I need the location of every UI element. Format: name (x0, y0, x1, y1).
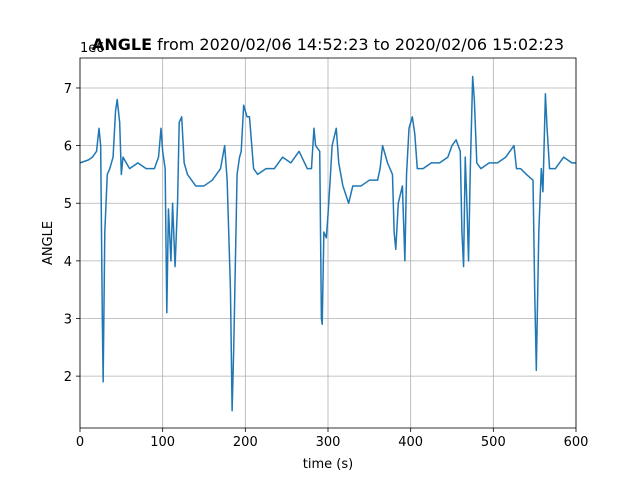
y-tick-label: 5 (64, 197, 72, 212)
y-tick-label: 2 (64, 370, 72, 385)
x-tick-label: 300 (316, 435, 341, 450)
x-tick-label: 0 (76, 435, 84, 450)
y-offset-label: 1e6 (80, 41, 105, 56)
y-tick-label: 6 (64, 140, 72, 155)
y-tick-label: 7 (64, 82, 72, 97)
x-axis-label: time (s) (303, 457, 353, 472)
y-axis-label: ANGLE (41, 221, 56, 265)
x-tick-label: 200 (233, 435, 258, 450)
axes-frame (79, 57, 577, 429)
title-rest: from 2020/02/06 14:52:23 to 2020/02/06 1… (157, 35, 564, 54)
chart-title: ANGLE from 2020/02/06 14:52:23 to 2020/0… (92, 35, 564, 54)
x-tick-label: 500 (481, 435, 506, 450)
plot-area: 0 100 200 300 400 500 600 2 3 4 5 6 7 (64, 57, 589, 450)
title-bold: ANGLE (92, 35, 152, 54)
y-tick-label: 3 (64, 312, 72, 327)
x-tick-label: 600 (564, 435, 589, 450)
x-tick-label: 400 (398, 435, 423, 450)
x-tick-label: 100 (150, 435, 175, 450)
data-line (79, 75, 576, 412)
y-tick-label: 4 (64, 255, 72, 270)
